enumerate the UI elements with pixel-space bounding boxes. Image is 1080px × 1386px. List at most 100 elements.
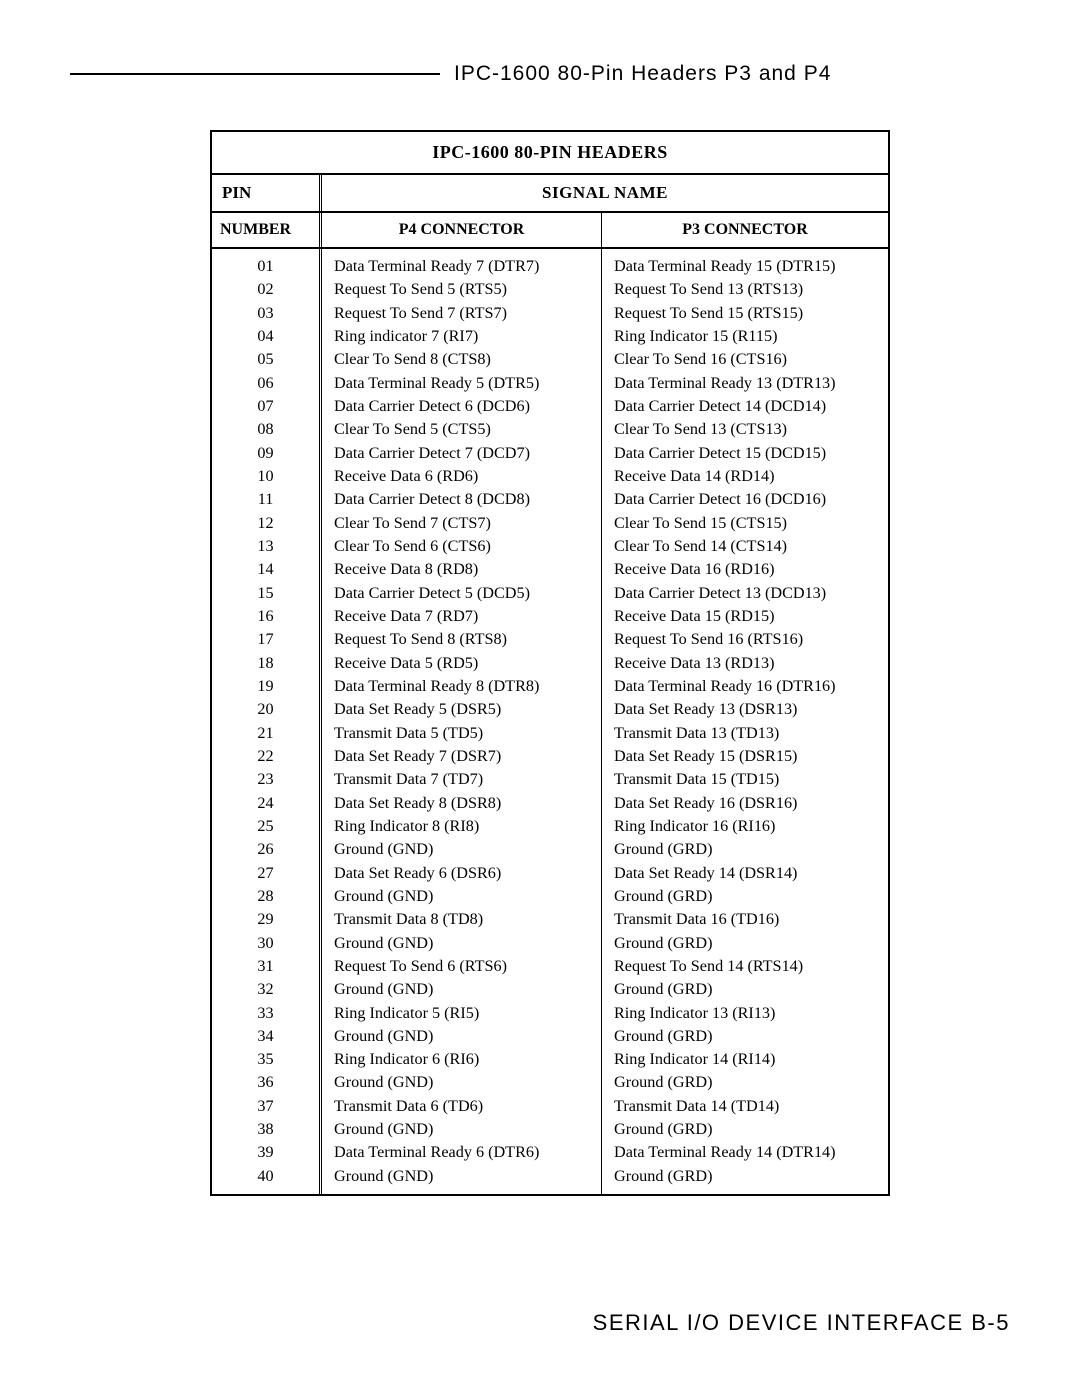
cell-p3: Ring Indicator 14 (RI14) [602,1048,888,1071]
cell-p4: Ground (GND) [322,932,602,955]
cell-pin: 02 [212,278,322,301]
cell-p4: Clear To Send 5 (CTS5) [322,418,602,441]
cell-p3: Data Terminal Ready 15 (DTR15) [602,249,888,278]
cell-p3: Ground (GRD) [602,1025,888,1048]
table-row: 29Transmit Data 8 (TD8)Transmit Data 16 … [212,908,888,931]
cell-p3: Clear To Send 13 (CTS13) [602,418,888,441]
table-row: 31Request To Send 6 (RTS6)Request To Sen… [212,955,888,978]
cell-p4: Ground (GND) [322,1025,602,1048]
table-row: 13Clear To Send 6 (CTS6)Clear To Send 14… [212,535,888,558]
page: IPC-1600 80-Pin Headers P3 and P4 IPC-16… [0,0,1080,1386]
cell-p4: Data Set Ready 7 (DSR7) [322,745,602,768]
table-row: 09Data Carrier Detect 7 (DCD7)Data Carri… [212,442,888,465]
table-row: 37Transmit Data 6 (TD6)Transmit Data 14 … [212,1095,888,1118]
table-row: 25Ring Indicator 8 (RI8)Ring Indicator 1… [212,815,888,838]
cell-p3: Request To Send 14 (RTS14) [602,955,888,978]
cell-pin: 20 [212,698,322,721]
cell-p4: Ground (GND) [322,1165,602,1194]
cell-pin: 10 [212,465,322,488]
cell-p4: Ground (GND) [322,885,602,908]
cell-pin: 18 [212,652,322,675]
col-header-signal: SIGNAL NAME [322,175,888,211]
cell-p4: Request To Send 8 (RTS8) [322,628,602,651]
table-row: 04Ring indicator 7 (RI7)Ring Indicator 1… [212,325,888,348]
cell-pin: 34 [212,1025,322,1048]
table-row: 10Receive Data 6 (RD6)Receive Data 14 (R… [212,465,888,488]
cell-p3: Data Set Ready 16 (DSR16) [602,792,888,815]
cell-pin: 16 [212,605,322,628]
cell-pin: 11 [212,488,322,511]
cell-pin: 12 [212,512,322,535]
col-header-number: NUMBER [212,213,322,247]
header-rule [70,73,440,75]
cell-pin: 33 [212,1002,322,1025]
table-row: 01Data Terminal Ready 7 (DTR7)Data Termi… [212,249,888,278]
table-row: 26Ground (GND)Ground (GRD) [212,838,888,861]
table-row: 32Ground (GND)Ground (GRD) [212,978,888,1001]
cell-p3: Ring Indicator 15 (R115) [602,325,888,348]
cell-p4: Data Set Ready 6 (DSR6) [322,862,602,885]
cell-pin: 25 [212,815,322,838]
cell-p4: Data Carrier Detect 6 (DCD6) [322,395,602,418]
table-header-row-2: NUMBER P4 CONNECTOR P3 CONNECTOR [212,213,888,249]
table-row: 16Receive Data 7 (RD7)Receive Data 15 (R… [212,605,888,628]
cell-p3: Data Set Ready 14 (DSR14) [602,862,888,885]
cell-pin: 40 [212,1165,322,1194]
cell-pin: 32 [212,978,322,1001]
cell-pin: 30 [212,932,322,955]
cell-p3: Transmit Data 14 (TD14) [602,1095,888,1118]
cell-p4: Ground (GND) [322,978,602,1001]
table-row: 40Ground (GND)Ground (GRD) [212,1165,888,1194]
table-row: 38Ground (GND)Ground (GRD) [212,1118,888,1141]
cell-p3: Receive Data 15 (RD15) [602,605,888,628]
cell-pin: 19 [212,675,322,698]
table-row: 07Data Carrier Detect 6 (DCD6)Data Carri… [212,395,888,418]
table-row: 15Data Carrier Detect 5 (DCD5)Data Carri… [212,582,888,605]
cell-p3: Ring Indicator 13 (RI13) [602,1002,888,1025]
table-row: 05Clear To Send 8 (CTS8)Clear To Send 16… [212,348,888,371]
cell-p4: Receive Data 8 (RD8) [322,558,602,581]
cell-p4: Clear To Send 6 (CTS6) [322,535,602,558]
cell-p4: Ground (GND) [322,1118,602,1141]
cell-p3: Ground (GRD) [602,1118,888,1141]
cell-p3: Transmit Data 13 (TD13) [602,722,888,745]
cell-p3: Receive Data 14 (RD14) [602,465,888,488]
cell-p3: Ground (GRD) [602,885,888,908]
cell-pin: 09 [212,442,322,465]
cell-p4: Data Set Ready 5 (DSR5) [322,698,602,721]
cell-p4: Data Set Ready 8 (DSR8) [322,792,602,815]
table-row: 39Data Terminal Ready 6 (DTR6)Data Termi… [212,1141,888,1164]
col-header-p4: P4 CONNECTOR [322,213,602,247]
cell-p4: Ring Indicator 8 (RI8) [322,815,602,838]
cell-p4: Data Carrier Detect 5 (DCD5) [322,582,602,605]
cell-p4: Transmit Data 8 (TD8) [322,908,602,931]
table-row: 11Data Carrier Detect 8 (DCD8)Data Carri… [212,488,888,511]
cell-p3: Request To Send 15 (RTS15) [602,302,888,325]
table-row: 18Receive Data 5 (RD5)Receive Data 13 (R… [212,652,888,675]
cell-pin: 04 [212,325,322,348]
cell-p4: Data Terminal Ready 7 (DTR7) [322,249,602,278]
cell-p4: Clear To Send 7 (CTS7) [322,512,602,535]
table-row: 27Data Set Ready 6 (DSR6)Data Set Ready … [212,862,888,885]
cell-p4: Data Terminal Ready 8 (DTR8) [322,675,602,698]
cell-p4: Data Terminal Ready 6 (DTR6) [322,1141,602,1164]
cell-p3: Data Carrier Detect 13 (DCD13) [602,582,888,605]
cell-pin: 06 [212,372,322,395]
cell-p3: Clear To Send 16 (CTS16) [602,348,888,371]
cell-p4: Transmit Data 5 (TD5) [322,722,602,745]
cell-p3: Data Terminal Ready 14 (DTR14) [602,1141,888,1164]
cell-pin: 07 [212,395,322,418]
cell-pin: 23 [212,768,322,791]
cell-p4: Ring Indicator 6 (RI6) [322,1048,602,1071]
cell-pin: 26 [212,838,322,861]
cell-p3: Transmit Data 16 (TD16) [602,908,888,931]
table-row: 34Ground (GND)Ground (GRD) [212,1025,888,1048]
cell-pin: 05 [212,348,322,371]
table-row: 24Data Set Ready 8 (DSR8)Data Set Ready … [212,792,888,815]
cell-p4: Request To Send 7 (RTS7) [322,302,602,325]
cell-p3: Request To Send 16 (RTS16) [602,628,888,651]
cell-pin: 13 [212,535,322,558]
cell-p4: Receive Data 7 (RD7) [322,605,602,628]
cell-p3: Transmit Data 15 (TD15) [602,768,888,791]
table-row: 02Request To Send 5 (RTS5)Request To Sen… [212,278,888,301]
